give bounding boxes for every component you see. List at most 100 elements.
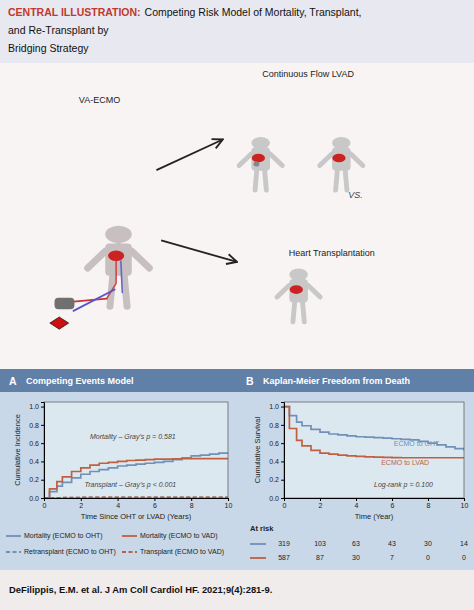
axis-line	[41, 403, 45, 499]
leg	[124, 276, 127, 307]
at-risk-count: 0	[462, 554, 466, 561]
at-risk-count: 63	[352, 540, 360, 547]
tick-label: 6	[391, 502, 395, 509]
tick-mark	[320, 498, 321, 501]
panel-title: Competing Events Model	[26, 376, 134, 386]
x-axis-title: Time (Year)	[355, 512, 394, 521]
tick: 6	[153, 498, 157, 509]
x-axis: 0 2 4 6 8 10	[283, 498, 469, 509]
tick: 8	[190, 498, 194, 509]
heart	[290, 285, 303, 294]
arrow	[156, 140, 222, 171]
title: CENTRAL ILLUSTRATION:Competing Risk Mode…	[8, 6, 362, 18]
legend-swatch	[122, 551, 137, 553]
tick: 0.0	[269, 495, 284, 502]
arm	[239, 154, 251, 166]
tick: 1.0	[29, 403, 44, 410]
tick: 0.2	[29, 476, 44, 483]
tick-mark	[356, 498, 357, 501]
tick: 0	[283, 498, 287, 509]
tick-mark	[281, 407, 284, 408]
legend-label: Mortality (ECMO to OHT)	[24, 532, 103, 540]
device	[253, 161, 259, 166]
tick-label: 8	[427, 502, 431, 509]
ecmo-patient	[50, 226, 150, 329]
at-risk-count: 0	[426, 554, 430, 561]
tick-label: 0.2	[269, 476, 279, 483]
head	[289, 269, 308, 281]
at-risk-count: 43	[388, 540, 396, 547]
y-axis-title: Cumulative Incidence	[13, 414, 22, 486]
at-risk-count: 87	[316, 554, 324, 561]
at-risk-swatch	[250, 557, 266, 559]
series-group	[44, 453, 228, 498]
tick-label: 0	[283, 502, 287, 509]
y-axis: 0.00.20.40.60.81.0	[29, 403, 44, 502]
tick: 8	[427, 498, 431, 509]
tick: 4	[355, 498, 359, 509]
ecmo-console	[55, 298, 75, 310]
tick-label: 0.4	[269, 458, 279, 465]
ecmo-pump	[50, 317, 69, 329]
tick-label: 0.4	[29, 458, 39, 465]
tick: 10	[461, 498, 469, 509]
series-line	[284, 407, 464, 458]
at-risk-header: At risk	[250, 524, 274, 533]
y-axis-title: Cumulative Survival	[253, 417, 262, 484]
arrow	[161, 240, 237, 261]
tick-label: 0.0	[269, 495, 279, 502]
tick-mark	[41, 425, 44, 426]
arm	[351, 154, 363, 166]
axis-line	[285, 499, 465, 502]
tick-label: 1.0	[29, 403, 39, 410]
legend-swatch	[6, 535, 21, 537]
silhouette	[239, 137, 282, 190]
heart	[108, 251, 124, 261]
illustration-label: Heart Transplantation	[289, 248, 375, 258]
series-label: ECMO to LVAD	[381, 459, 429, 466]
leg	[265, 171, 267, 190]
head	[332, 137, 351, 149]
tick-mark	[228, 498, 229, 501]
arterial-cannula	[73, 299, 106, 302]
panel-label: B	[246, 375, 254, 387]
venous-cannula	[73, 289, 114, 310]
axis-line	[281, 403, 285, 499]
tick: 2	[319, 498, 323, 509]
arm	[132, 251, 150, 268]
axis-line	[45, 499, 229, 502]
tick-label: 2	[79, 502, 83, 509]
annotation: Log-rank p = 0.100	[374, 481, 433, 489]
leg	[293, 302, 295, 321]
tick-mark	[281, 498, 284, 499]
at-risk-count: 103	[314, 540, 326, 547]
venous-line	[121, 261, 122, 293]
legend-swatch	[6, 551, 21, 553]
tick-label: 0.8	[29, 422, 39, 429]
arm	[320, 154, 332, 166]
torso	[105, 244, 132, 276]
at-risk-count: 587	[278, 554, 290, 561]
legend-label: Mortality (ECMO to VAD)	[140, 532, 218, 540]
illustration-label: Continuous Flow LVAD	[262, 69, 354, 79]
citation: DeFilippis, E.M. et al. J Am Coll Cardio…	[9, 584, 272, 595]
illustration-band	[0, 63, 474, 369]
x-axis: 0246810	[43, 498, 233, 509]
tick-mark	[392, 498, 393, 501]
arm	[270, 154, 282, 166]
title-part: CENTRAL ILLUSTRATION:	[8, 6, 141, 18]
header-band	[0, 369, 474, 392]
plot-frame	[44, 402, 228, 498]
series-label: ECMO to OHT	[394, 440, 440, 447]
tick-mark	[41, 498, 44, 499]
at-risk-swatch	[250, 543, 266, 545]
tick: 0.6	[29, 440, 44, 447]
panel: BKaplan-Meier Freedom from Death02468100…	[246, 375, 468, 562]
tick-mark	[154, 498, 155, 501]
tick-mark	[118, 498, 119, 501]
tick-mark	[41, 480, 44, 481]
panel-label: A	[9, 375, 17, 387]
tick-label: 0.2	[29, 476, 39, 483]
silhouette	[320, 137, 363, 190]
legend-swatch	[122, 535, 137, 537]
